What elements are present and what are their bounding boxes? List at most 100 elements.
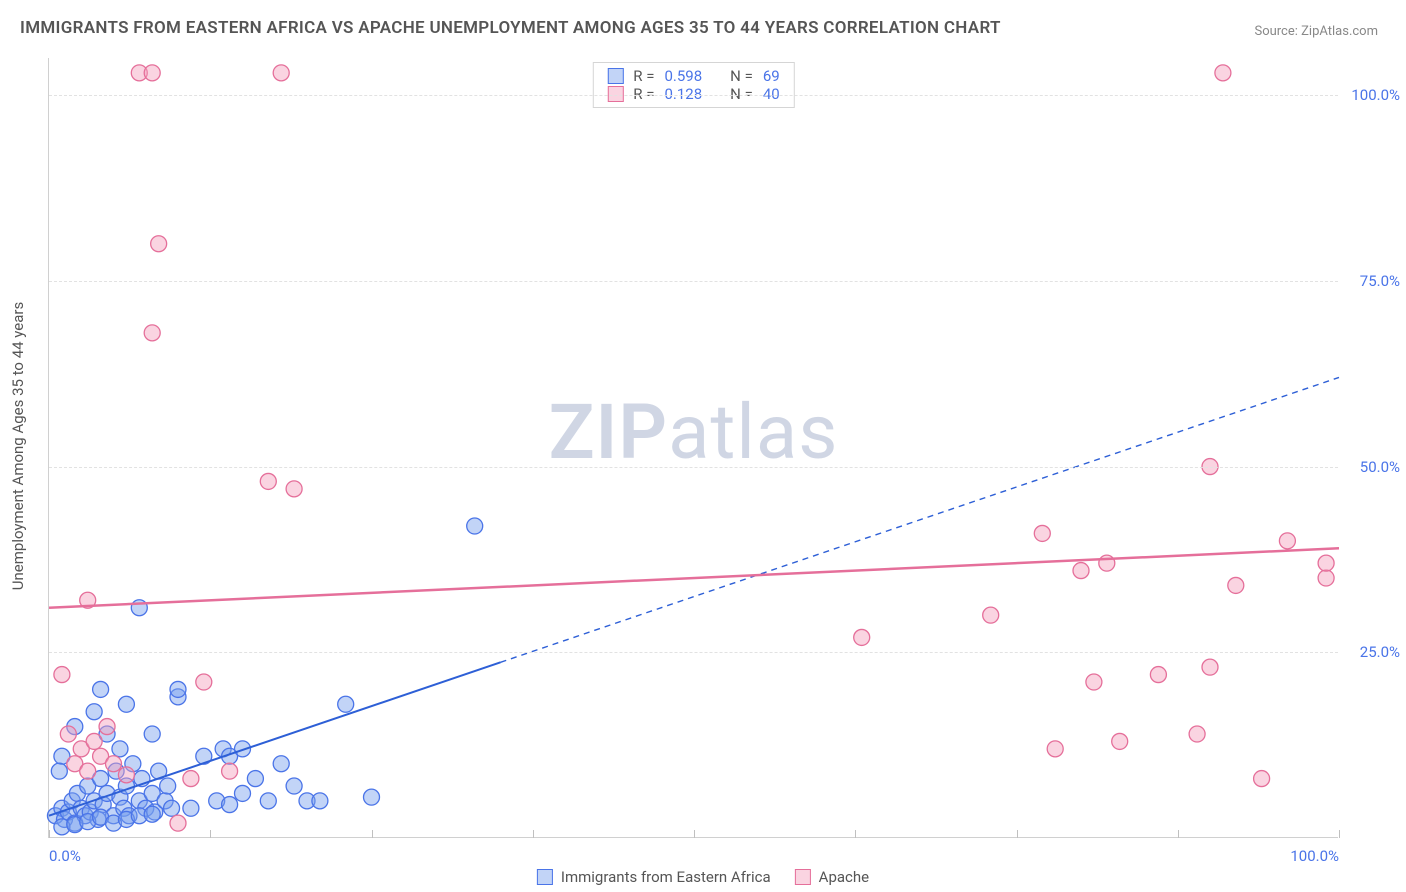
x-tick [1178,830,1179,838]
scatter-point [170,681,186,697]
scatter-point [183,800,199,816]
scatter-point [118,696,134,712]
x-tick [1339,830,1340,838]
scatter-point [1318,570,1334,586]
scatter-point [364,789,380,805]
legend-swatch [795,869,811,885]
scatter-point [151,236,167,252]
gridline [49,95,1338,96]
scatter-point [222,797,238,813]
scatter-point [112,741,128,757]
scatter-point [1202,659,1218,675]
scatter-point [164,800,180,816]
stat-n-label: N = [730,85,753,103]
scatter-point [312,793,328,809]
legend-swatch [607,86,623,102]
scatter-point [144,726,160,742]
scatter-point [196,674,212,690]
plot-area: ZIPatlas R =0.598N =69R =0.128N =40 25.0… [48,58,1338,838]
x-tick [49,830,50,838]
scatter-point [1254,771,1270,787]
x-tick [1017,830,1018,838]
scatter-point [1228,577,1244,593]
gridline [49,281,1338,282]
scatter-point [1073,563,1089,579]
y-tick-label: 75.0% [1360,272,1400,290]
y-axis-label: Unemployment Among Ages 35 to 44 years [9,302,27,590]
scatter-point [1215,65,1231,81]
scatter-point [1318,555,1334,571]
scatter-point [80,763,96,779]
scatter-point [160,778,176,794]
scatter-point [1047,741,1063,757]
y-tick-label: 50.0% [1360,458,1400,476]
scatter-point [1189,726,1205,742]
scatter-point [144,65,160,81]
scatter-point [118,767,134,783]
gridline [49,467,1338,468]
x-tick [210,830,211,838]
scatter-point [86,733,102,749]
stat-r-label: R = [633,67,654,85]
scatter-point [170,815,186,831]
legend-label: Immigrants from Eastern Africa [561,868,771,886]
legend-stats-row: R = 0.598 N = 69 [607,67,779,85]
stat-n-value: 40 [763,85,780,103]
legend-label: Apache [819,868,869,886]
bottom-legend: Immigrants from Eastern Africa Apache [537,868,869,886]
scatter-point [106,756,122,772]
scatter-point [983,607,999,623]
stat-n-label: N = [730,67,753,85]
scatter-point [286,481,302,497]
y-tick-label: 100.0% [1351,86,1400,104]
scatter-point [222,763,238,779]
legend-stats-box: R =0.598N =69R =0.128N =40 [592,62,794,108]
x-tick [372,830,373,838]
scatter-point [99,719,115,735]
scatter-point [1086,674,1102,690]
scatter-point [54,667,70,683]
scatter-point [260,793,276,809]
legend-item: Immigrants from Eastern Africa [537,868,771,886]
y-tick-label: 25.0% [1360,643,1400,661]
scatter-point [247,771,263,787]
source-citation: Source: ZipAtlas.com [1254,24,1378,39]
legend-swatch [537,869,553,885]
scatter-point [1112,733,1128,749]
x-tick [694,830,695,838]
scatter-point [51,763,67,779]
scatter-point [144,325,160,341]
chart-title: IMMIGRANTS FROM EASTERN AFRICA VS APACHE… [20,18,1001,38]
trend-line-solid [49,548,1339,607]
scatter-point [235,785,251,801]
trend-line-dashed [501,377,1340,662]
scatter-point [260,473,276,489]
plot-svg [49,58,1338,837]
x-tick-label: 0.0% [49,847,81,865]
scatter-point [86,704,102,720]
legend-item: Apache [795,868,869,886]
legend-swatch [607,68,623,84]
gridline [49,652,1338,653]
legend-stats-row: R =0.128N =40 [607,85,779,103]
scatter-point [1034,525,1050,541]
x-tick [533,830,534,838]
scatter-point [1150,667,1166,683]
scatter-point [854,629,870,645]
scatter-point [273,65,289,81]
scatter-point [183,771,199,787]
x-tick [855,830,856,838]
stat-r-value: 0.598 [664,67,702,85]
scatter-point [93,681,109,697]
scatter-point [467,518,483,534]
stat-r-label: R = [633,85,654,103]
stat-n-value: 69 [763,67,780,85]
x-tick-label: 100.0% [1290,847,1339,865]
source-prefix: Source: [1254,24,1301,39]
trend-line-solid [49,662,501,815]
scatter-point [60,726,76,742]
scatter-point [144,806,160,822]
source-link[interactable]: ZipAtlas.com [1301,24,1378,39]
scatter-point [273,756,289,772]
scatter-point [286,778,302,794]
